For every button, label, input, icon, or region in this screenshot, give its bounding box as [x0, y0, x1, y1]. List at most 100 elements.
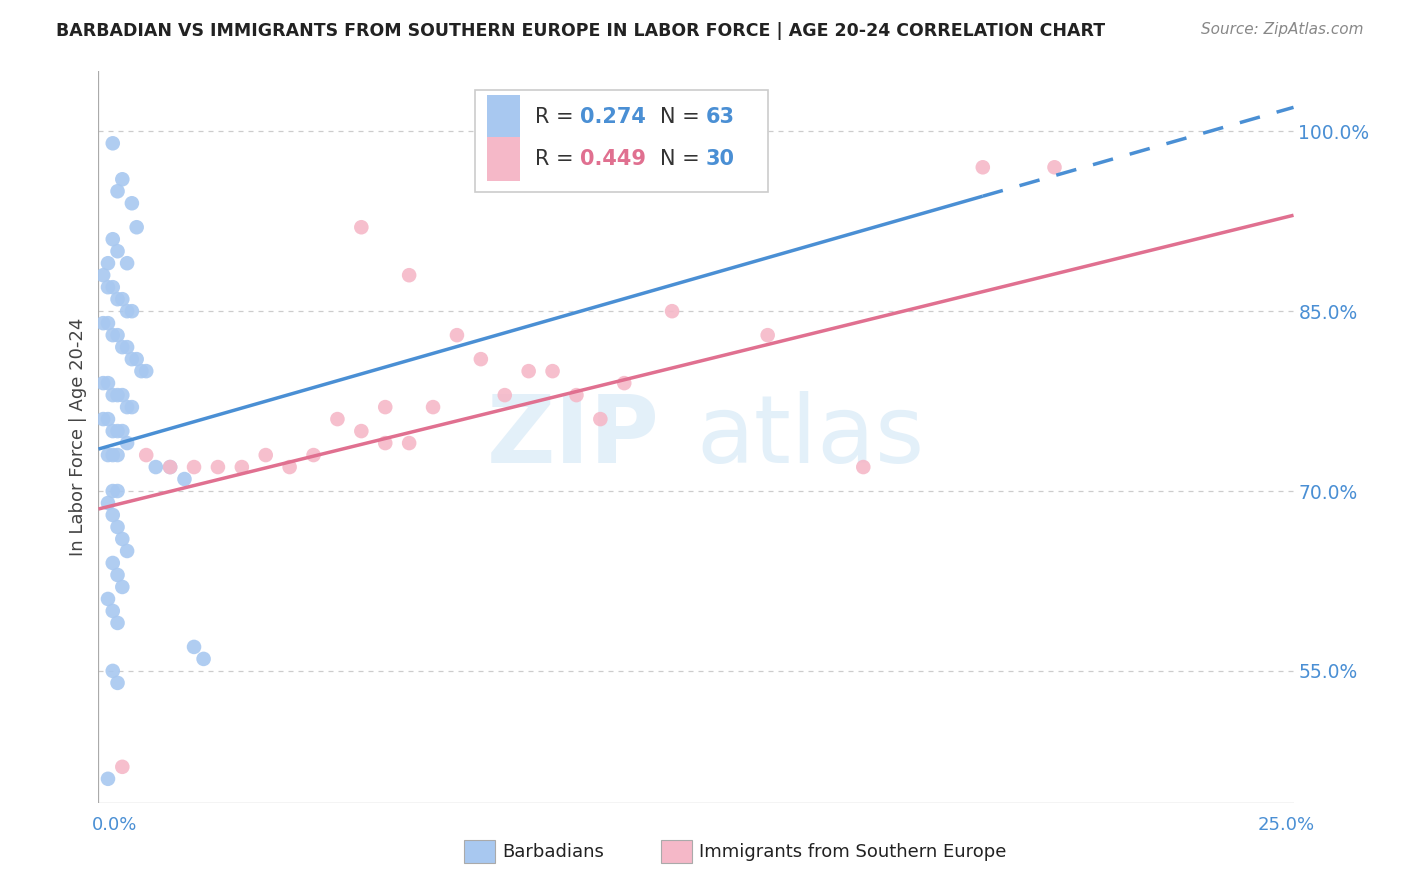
FancyBboxPatch shape	[475, 90, 768, 192]
Text: atlas: atlas	[696, 391, 924, 483]
Point	[97, 316, 120, 330]
Y-axis label: In Labor Force | Age 20-24: In Labor Force | Age 20-24	[69, 318, 87, 557]
Point	[97, 376, 120, 391]
Point	[101, 508, 124, 522]
Point	[145, 460, 167, 475]
Point	[107, 328, 129, 343]
Point	[101, 664, 124, 678]
Text: BARBADIAN VS IMMIGRANTS FROM SOUTHERN EUROPE IN LABOR FORCE | AGE 20-24 CORRELAT: BARBADIAN VS IMMIGRANTS FROM SOUTHERN EU…	[56, 22, 1105, 40]
Point	[97, 280, 120, 294]
Point	[121, 352, 143, 367]
Point	[125, 352, 148, 367]
Point	[111, 340, 134, 354]
Point	[115, 340, 138, 354]
Text: 0.0%: 0.0%	[91, 816, 136, 834]
Point	[398, 436, 420, 450]
Point	[97, 591, 120, 606]
Point	[183, 640, 205, 654]
Point	[91, 268, 114, 283]
Point	[231, 460, 253, 475]
Point	[101, 483, 124, 498]
Point	[254, 448, 277, 462]
Point	[111, 760, 134, 774]
Point	[107, 244, 129, 259]
Point	[111, 172, 134, 186]
Point	[101, 328, 124, 343]
Point	[101, 136, 124, 151]
Text: N =: N =	[661, 107, 706, 128]
Point	[111, 424, 134, 438]
FancyBboxPatch shape	[486, 95, 520, 139]
Point	[101, 556, 124, 570]
Point	[422, 400, 444, 414]
Point	[972, 161, 994, 175]
Point	[374, 400, 396, 414]
Point	[115, 436, 138, 450]
Text: Source: ZipAtlas.com: Source: ZipAtlas.com	[1201, 22, 1364, 37]
Point	[661, 304, 683, 318]
Point	[101, 388, 124, 402]
Point	[125, 220, 148, 235]
Point	[589, 412, 612, 426]
Point	[101, 280, 124, 294]
Text: R =: R =	[534, 149, 579, 169]
Point	[111, 580, 134, 594]
Point	[97, 772, 120, 786]
Point	[115, 256, 138, 270]
Point	[101, 448, 124, 462]
Point	[183, 460, 205, 475]
Point	[107, 676, 129, 690]
Point	[121, 400, 143, 414]
Point	[374, 436, 396, 450]
Point	[111, 388, 134, 402]
Point	[159, 460, 181, 475]
Point	[111, 532, 134, 546]
Point	[97, 256, 120, 270]
Point	[107, 483, 129, 498]
Point	[131, 364, 153, 378]
Point	[107, 184, 129, 198]
Point	[326, 412, 349, 426]
Point	[97, 448, 120, 462]
Point	[173, 472, 195, 486]
Text: 30: 30	[706, 149, 734, 169]
Point	[565, 388, 588, 402]
Point	[91, 376, 114, 391]
Point	[207, 460, 229, 475]
Point	[97, 496, 120, 510]
Text: 0.274: 0.274	[581, 107, 645, 128]
Point	[756, 328, 779, 343]
Point	[101, 232, 124, 246]
Point	[135, 448, 157, 462]
Point	[517, 364, 540, 378]
Text: R =: R =	[534, 107, 579, 128]
Point	[91, 316, 114, 330]
Point	[97, 412, 120, 426]
Point	[107, 292, 129, 306]
Point	[350, 424, 373, 438]
FancyBboxPatch shape	[486, 137, 520, 181]
Text: N =: N =	[661, 149, 706, 169]
Point	[350, 220, 373, 235]
Point	[159, 460, 181, 475]
Point	[193, 652, 215, 666]
Point	[107, 424, 129, 438]
Point	[115, 400, 138, 414]
Point	[107, 615, 129, 630]
Text: 63: 63	[706, 107, 734, 128]
Text: 25.0%: 25.0%	[1257, 816, 1315, 834]
Point	[107, 568, 129, 582]
Text: ZIP: ZIP	[488, 391, 661, 483]
Point	[541, 364, 564, 378]
Text: 0.449: 0.449	[581, 149, 645, 169]
Point	[278, 460, 301, 475]
Point	[446, 328, 468, 343]
Point	[398, 268, 420, 283]
Point	[91, 412, 114, 426]
Point	[107, 520, 129, 534]
Point	[852, 460, 875, 475]
Point	[101, 604, 124, 618]
Point	[613, 376, 636, 391]
Point	[111, 292, 134, 306]
Point	[115, 304, 138, 318]
